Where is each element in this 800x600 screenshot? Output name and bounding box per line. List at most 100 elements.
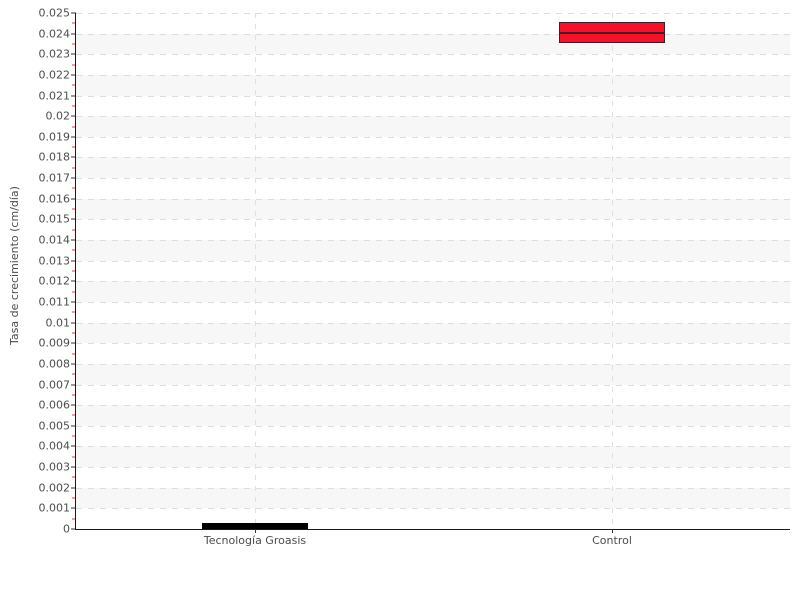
y-axis-minor-tick-mark [72, 332, 76, 334]
y-axis-tick-label: 0.008 [38, 357, 71, 371]
background-band [76, 116, 790, 137]
y-axis-tick-label: 0.019 [38, 130, 71, 144]
gridline-horizontal [76, 343, 790, 345]
background-band [76, 508, 790, 529]
y-axis-tick-mark [71, 487, 76, 489]
gridline-horizontal [76, 384, 790, 386]
y-axis-tick-label: 0.025 [38, 6, 71, 20]
background-band [76, 343, 790, 364]
background-band [76, 425, 790, 447]
y-axis-tick-mark [71, 342, 76, 344]
y-axis-tick-mark [71, 239, 76, 241]
background-band [76, 74, 790, 96]
y-axis-title-text: Tasa de crecimiento (cm/día) [7, 185, 21, 345]
y-axis-tick-label: 0.005 [38, 419, 71, 433]
y-axis-tick-mark [71, 404, 76, 406]
gridline-horizontal [76, 178, 790, 180]
y-axis-minor-tick-mark [72, 476, 76, 478]
gridline-vertical [255, 13, 256, 529]
x-axis-tick-mark [255, 529, 256, 533]
y-axis-tick-label: 0 [63, 522, 70, 536]
y-axis-tick-mark [71, 74, 76, 76]
y-axis-minor-tick-mark [72, 167, 76, 169]
background-band [76, 446, 790, 468]
y-axis-minor-tick-mark [72, 249, 76, 251]
y-axis-tick-label: 0.007 [38, 378, 71, 392]
y-axis-tick-mark [71, 115, 76, 117]
y-axis-minor-tick-mark [72, 456, 76, 458]
gridline-horizontal [76, 446, 790, 448]
y-axis-tick-mark [71, 384, 76, 386]
y-axis-minor-tick-mark [72, 518, 76, 520]
y-axis-tick-mark [71, 177, 76, 179]
background-band [76, 384, 790, 406]
y-axis-tick-mark [71, 507, 76, 509]
y-axis-tick-label: 0.003 [38, 460, 71, 474]
background-band [76, 33, 790, 55]
gridline-horizontal [76, 95, 790, 97]
y-axis-tick-label: 0.001 [38, 501, 71, 515]
y-axis-tick-label: 0.014 [38, 233, 71, 247]
y-axis-tick-label: 0.018 [38, 150, 71, 164]
background-band [76, 487, 790, 509]
y-axis-minor-tick-mark [72, 270, 76, 272]
gridline-horizontal [76, 301, 790, 303]
y-axis-tick-mark [71, 425, 76, 427]
y-axis-minor-tick-mark [72, 414, 76, 416]
x-axis-tick-label: Control [592, 534, 632, 547]
y-axis-minor-tick-mark [72, 373, 76, 375]
y-axis-minor-tick-mark [72, 84, 76, 86]
y-axis-tick-marks [70, 0, 76, 530]
y-axis-tick-mark [71, 53, 76, 55]
box-plot-median-line [560, 32, 664, 34]
gridline-horizontal [76, 74, 790, 76]
plot-area [76, 13, 790, 529]
gridline-horizontal [76, 198, 790, 200]
y-axis-minor-tick-mark [72, 43, 76, 45]
y-axis-minor-tick-mark [72, 208, 76, 210]
y-axis-minor-tick-mark [72, 146, 76, 148]
background-band [76, 95, 790, 117]
y-axis-tick-mark [71, 322, 76, 324]
y-axis-tick-label: 0.024 [38, 27, 71, 41]
y-axis-tick-label: 0.009 [38, 336, 71, 350]
y-axis-tick-label: 0.006 [38, 398, 71, 412]
y-axis-tick-label: 0.013 [38, 254, 71, 268]
gridline-horizontal [76, 487, 790, 489]
background-band [76, 322, 790, 344]
y-axis-tick-mark [71, 95, 76, 97]
gridline-horizontal [76, 425, 790, 427]
y-axis-tick-label: 0.022 [38, 68, 71, 82]
background-band [76, 260, 790, 282]
y-axis-tick-label: 0.015 [38, 212, 71, 226]
box-plot-box [559, 22, 665, 43]
background-band [76, 281, 790, 302]
background-band [76, 178, 790, 199]
y-axis-minor-tick-mark [72, 435, 76, 437]
y-axis-minor-tick-mark [72, 229, 76, 231]
background-band [76, 219, 790, 241]
gridline-horizontal [76, 33, 790, 35]
background-band [76, 467, 790, 488]
x-axis-tick-mark [612, 529, 613, 533]
y-axis-tick-mark [71, 136, 76, 138]
y-axis-minor-tick-mark [72, 126, 76, 128]
gridline-horizontal [76, 363, 790, 365]
y-axis-minor-tick-mark [72, 291, 76, 293]
y-axis-tick-label: 0.016 [38, 192, 71, 206]
background-band [76, 198, 790, 220]
background-band [76, 54, 790, 75]
y-axis-tick-label: 0.01 [45, 316, 71, 330]
gridline-horizontal [76, 281, 790, 283]
gridline-horizontal [76, 467, 790, 469]
y-axis-tick-label: 0.023 [38, 47, 71, 61]
y-axis-tick-label: 0.017 [38, 171, 71, 185]
background-band [76, 136, 790, 158]
y-axis-minor-tick-mark [72, 22, 76, 24]
box-plot-box [202, 523, 308, 529]
gridline-horizontal [76, 405, 790, 407]
y-axis-tick-mark [71, 466, 76, 468]
gridline-horizontal [76, 260, 790, 262]
gridline-horizontal [76, 54, 790, 56]
x-axis-line [75, 529, 790, 530]
